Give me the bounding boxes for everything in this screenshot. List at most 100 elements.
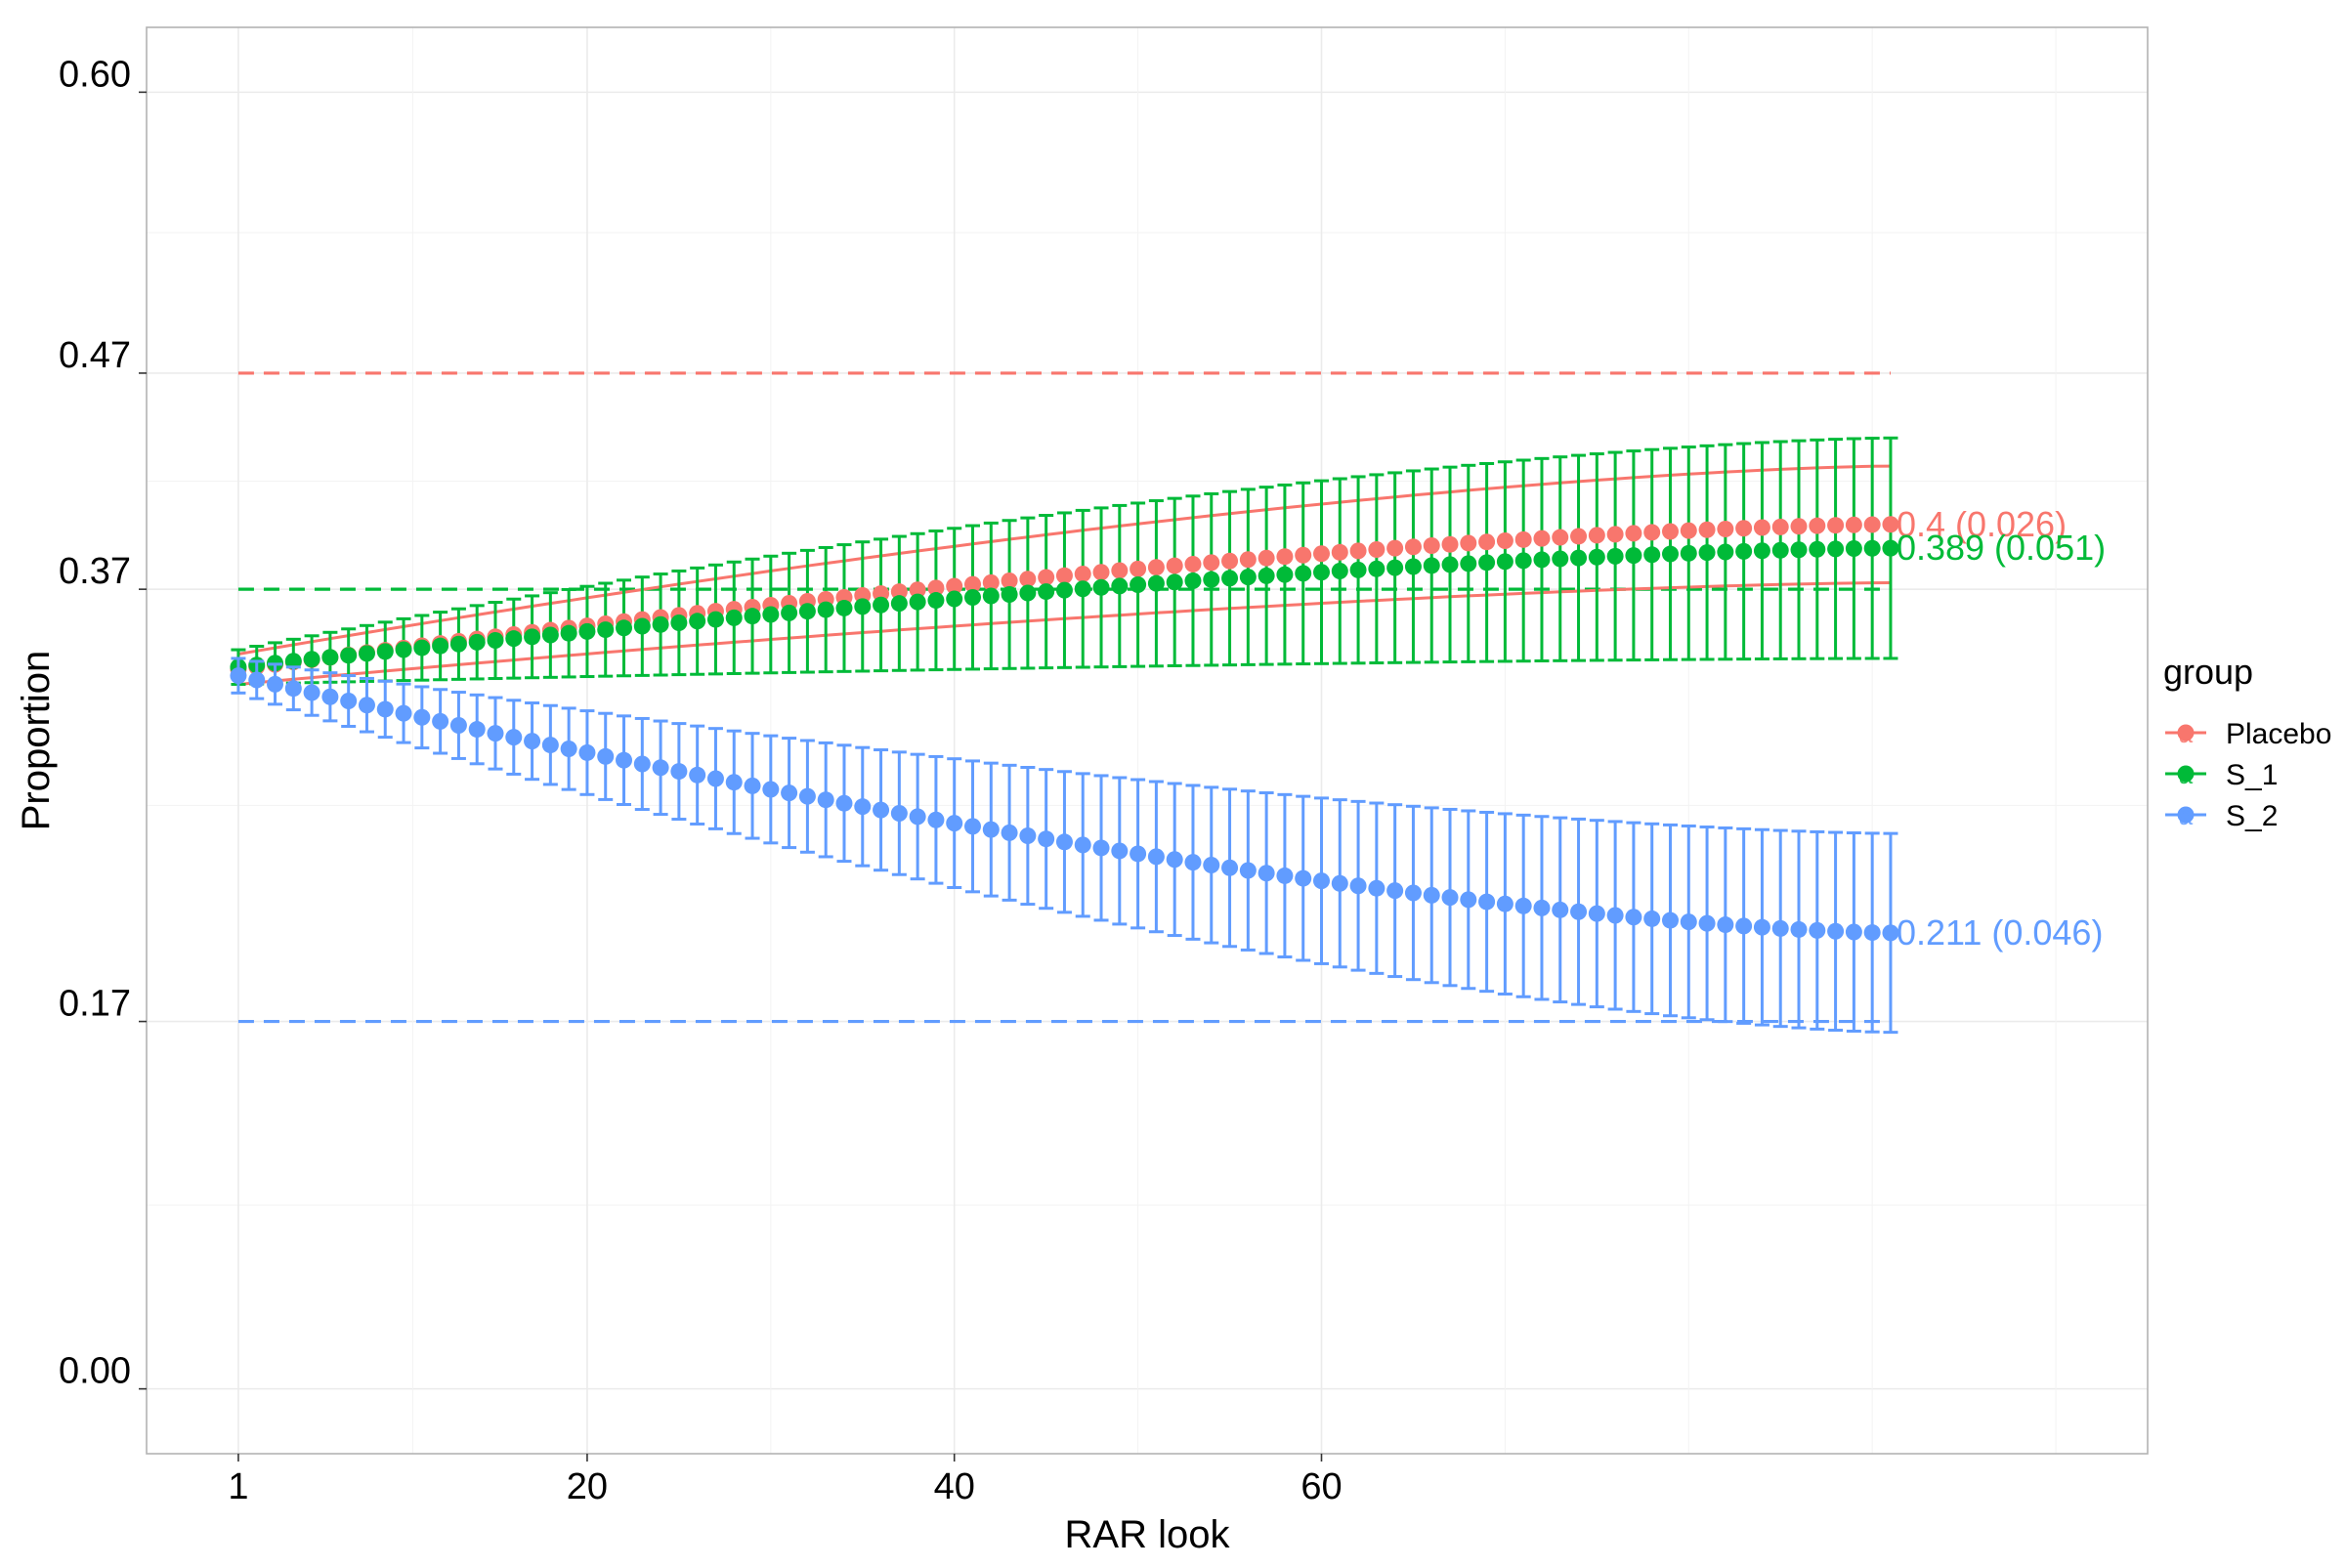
data-point-s-2 <box>1680 913 1697 931</box>
data-point-s-1 <box>1019 584 1037 602</box>
data-point-placebo <box>1368 541 1386 559</box>
data-point-placebo <box>1643 524 1661 541</box>
data-point-s-1 <box>1863 539 1881 557</box>
data-point-s-2 <box>1478 893 1496 911</box>
legend-key-glyph-s-1: a <box>2179 760 2194 789</box>
data-point-placebo <box>1863 516 1881 533</box>
data-point-s-2 <box>817 791 834 809</box>
data-point-placebo <box>964 575 982 593</box>
grid-layer <box>147 27 2148 1454</box>
data-point-s-1 <box>1423 557 1440 574</box>
data-point-placebo <box>1331 543 1348 561</box>
data-point-s-2 <box>1203 856 1220 873</box>
data-point-s-2 <box>946 815 963 832</box>
data-point-s-1 <box>1552 550 1569 568</box>
data-point-s-2 <box>1331 874 1348 892</box>
data-point-s-1 <box>1680 544 1697 562</box>
data-point-s-1 <box>909 593 926 611</box>
data-point-s-1 <box>1038 583 1055 601</box>
legend-key-glyph-s-2: a <box>2179 801 2194 830</box>
data-point-s-2 <box>1349 877 1367 895</box>
data-point-s-1 <box>1698 544 1716 562</box>
data-point-s-2 <box>1845 923 1862 941</box>
data-point-s-2 <box>303 684 320 701</box>
data-point-placebo <box>1312 545 1330 563</box>
data-point-s-2 <box>1404 884 1422 902</box>
data-point-placebo <box>890 583 908 601</box>
legend-key-point-placebo <box>2177 724 2195 742</box>
data-point-s-1 <box>964 589 982 607</box>
data-point-s-2 <box>652 759 669 777</box>
data-point-s-1 <box>1001 586 1018 604</box>
data-point-s-1 <box>1276 566 1294 583</box>
data-point-placebo <box>1221 552 1239 570</box>
data-point-s-1 <box>395 641 412 658</box>
data-point-s-2 <box>1570 903 1588 920</box>
data-point-placebo <box>1258 549 1275 567</box>
data-point-s-2 <box>1111 842 1129 860</box>
data-point-placebo <box>1038 569 1055 586</box>
legend-label-placebo: Placebo <box>2226 718 2331 750</box>
data-point-s-1 <box>1130 576 1147 594</box>
y-tick-label: 0.60 <box>59 54 131 95</box>
data-point-s-2 <box>1001 824 1018 841</box>
data-point-s-2 <box>982 821 1000 838</box>
data-point-placebo <box>1019 571 1037 588</box>
data-point-s-2 <box>1276 867 1294 884</box>
data-point-placebo <box>927 579 945 597</box>
data-point-s-1 <box>1845 540 1862 558</box>
end-label-placebo: 0.4 (0.026) <box>1897 504 2067 544</box>
data-point-s-1 <box>781 604 798 621</box>
data-point-s-1 <box>505 630 523 648</box>
end-label-s-1: 0.389 (0.051) <box>1897 528 2106 568</box>
data-point-s-2 <box>1882 924 1899 942</box>
data-point-s-2 <box>1239 862 1257 879</box>
data-point-s-1 <box>1533 551 1551 569</box>
data-point-s-2 <box>1698 914 1716 932</box>
data-point-s-1 <box>1717 543 1734 561</box>
data-point-s-2 <box>597 747 615 765</box>
data-point-s-1 <box>541 626 559 644</box>
data-point-s-1 <box>890 595 908 613</box>
data-point-s-1 <box>578 622 596 640</box>
data-point-placebo <box>1386 539 1404 557</box>
data-point-s-1 <box>487 632 504 650</box>
data-point-placebo <box>1827 517 1845 534</box>
data-point-placebo <box>1423 536 1440 554</box>
data-point-s-2 <box>1533 899 1551 916</box>
data-point-s-1 <box>303 651 320 668</box>
data-point-s-1 <box>1514 552 1532 570</box>
data-point-s-2 <box>1038 830 1055 848</box>
data-point-s-1 <box>706 611 724 628</box>
data-point-s-2 <box>432 712 449 730</box>
data-point-s-2 <box>1735 917 1753 935</box>
data-point-s-1 <box>449 635 467 653</box>
data-point-s-2 <box>1184 854 1202 871</box>
data-point-s-2 <box>1019 827 1037 845</box>
data-point-s-1 <box>762 606 780 623</box>
data-point-placebo <box>1882 516 1899 533</box>
data-point-s-2 <box>616 751 633 769</box>
data-point-s-1 <box>1827 540 1845 558</box>
data-point-s-2 <box>505 729 523 746</box>
panel-border <box>146 26 2149 1455</box>
data-point-s-2 <box>1552 901 1569 918</box>
data-point-placebo <box>1001 572 1018 590</box>
data-point-s-2 <box>1258 865 1275 882</box>
data-point-s-1 <box>817 601 834 618</box>
data-point-s-1 <box>1882 539 1899 557</box>
data-point-placebo <box>909 581 926 599</box>
data-point-s-1 <box>432 637 449 655</box>
data-point-s-2 <box>1809 921 1826 939</box>
data-point-s-1 <box>798 603 816 620</box>
data-point-s-1 <box>982 587 1000 605</box>
data-point-s-1 <box>1111 577 1129 595</box>
data-point-s-2 <box>909 808 926 826</box>
data-point-s-2 <box>413 708 431 726</box>
data-point-placebo <box>1698 521 1716 538</box>
data-point-s-1 <box>1661 545 1679 563</box>
x-axis-title: RAR look <box>1065 1513 1231 1556</box>
data-point-s-1 <box>1221 570 1239 587</box>
data-point-s-1 <box>1331 563 1348 580</box>
